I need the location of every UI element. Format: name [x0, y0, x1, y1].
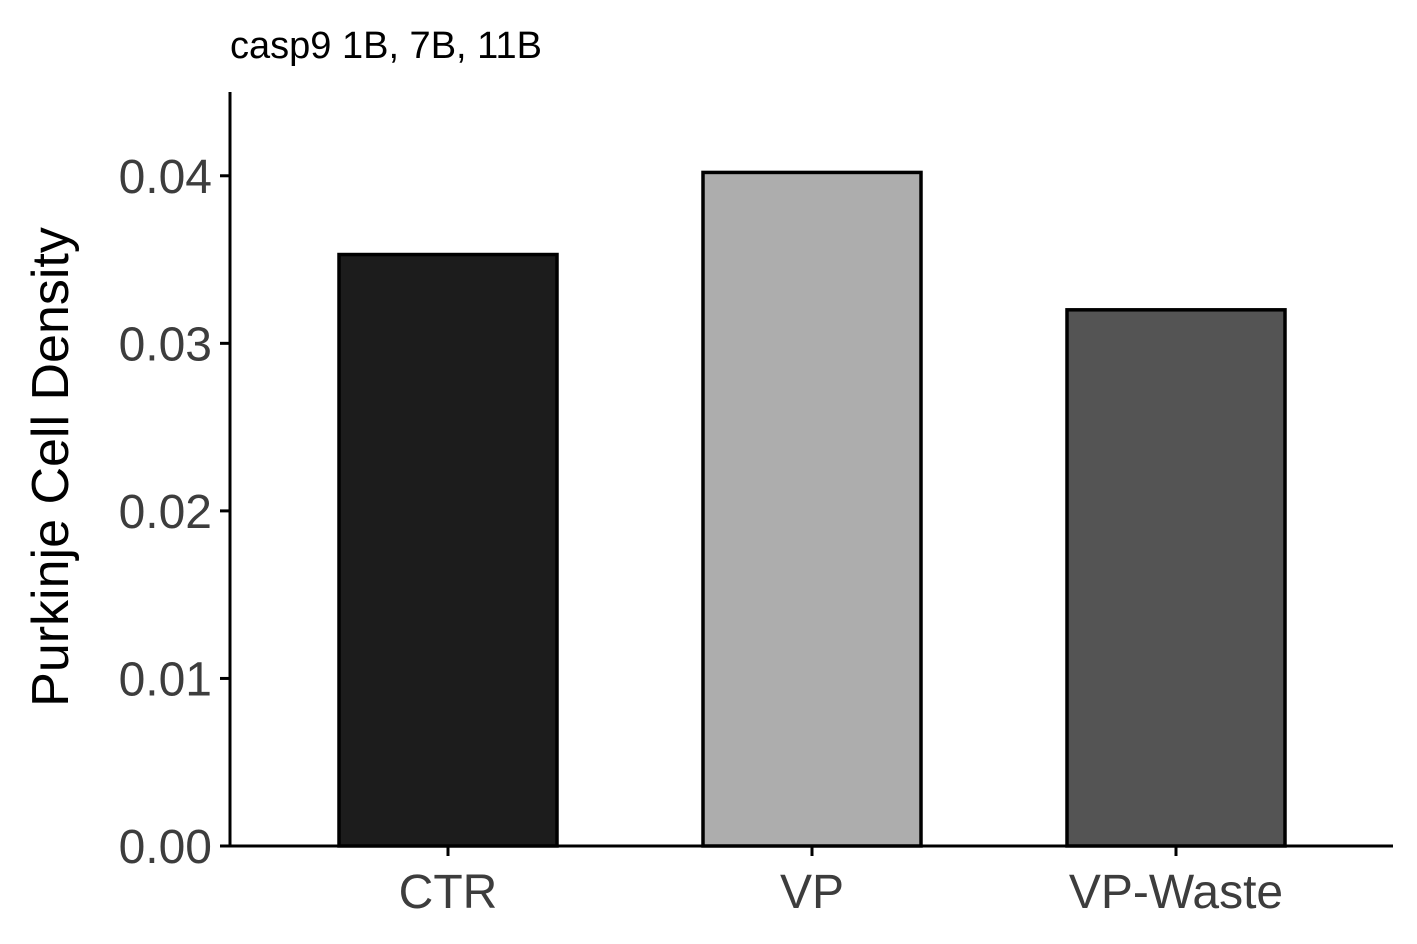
- x-axis-ticks: CTR VP VP-Waste: [399, 846, 1283, 919]
- y-axis-ticks: 0.00 0.01 0.02 0.03 0.04: [119, 151, 230, 874]
- x-tick-label: VP: [780, 866, 844, 919]
- bar-vp-waste: [1065, 308, 1287, 848]
- y-tick-label: 0.04: [119, 151, 212, 204]
- y-tick-label: 0.00: [119, 821, 212, 874]
- x-tick-label: CTR: [399, 866, 498, 919]
- y-tick-label: 0.03: [119, 318, 212, 371]
- bar-vp: [701, 170, 923, 848]
- bars-group: [337, 170, 1287, 848]
- bar-ctr: [337, 252, 559, 848]
- x-tick-label: VP-Waste: [1069, 866, 1283, 919]
- y-tick-label: 0.02: [119, 486, 212, 539]
- y-tick-label: 0.01: [119, 653, 212, 706]
- chart-title: casp9 1B, 7B, 11B: [230, 25, 542, 67]
- y-axis-label: Purkinje Cell Density: [22, 227, 80, 707]
